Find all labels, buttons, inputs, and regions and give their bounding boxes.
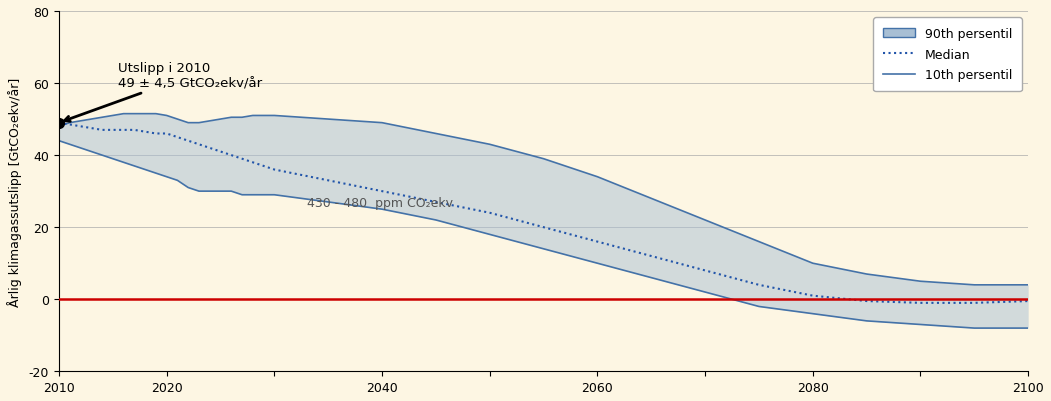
Y-axis label: Årlig klimagassutslipp [GtCO₂ekv/år]: Årlig klimagassutslipp [GtCO₂ekv/år] bbox=[7, 77, 22, 306]
Text: 430 - 480  ppm CO₂ekv: 430 - 480 ppm CO₂ekv bbox=[307, 196, 453, 209]
Text: Utslipp i 2010
49 ± 4,5 GtCO₂ekv/år: Utslipp i 2010 49 ± 4,5 GtCO₂ekv/år bbox=[64, 62, 263, 122]
Legend: 90th persentil, Median, 10th persentil: 90th persentil, Median, 10th persentil bbox=[873, 18, 1022, 92]
